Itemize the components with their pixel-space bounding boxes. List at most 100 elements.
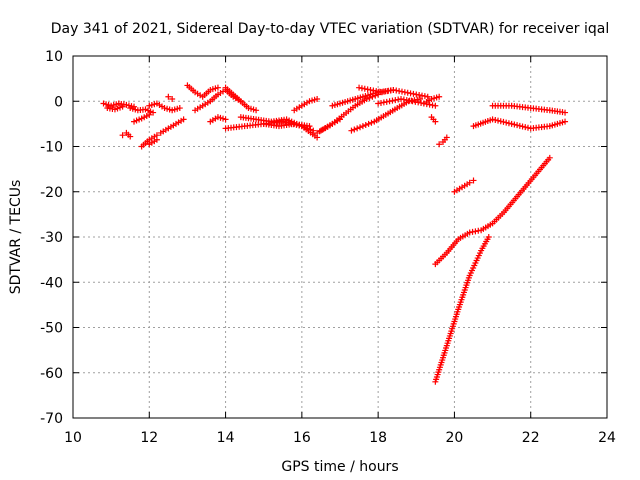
- series-arc-31: [470, 116, 569, 132]
- data-point: [503, 119, 510, 126]
- x-axis-label: GPS time / hours: [281, 459, 398, 475]
- data-point: [119, 103, 126, 110]
- data-point: [348, 127, 355, 134]
- data-point: [466, 179, 473, 186]
- data-point: [150, 109, 157, 116]
- y-axis-label: SDTVAR / TECUs: [8, 180, 24, 295]
- x-tick-labels: 10 12 14 16 18 20 22 24: [64, 430, 616, 446]
- data-point: [524, 124, 531, 131]
- series-arc-26: [428, 114, 439, 125]
- data-point: [368, 119, 375, 126]
- series-arc-30: [432, 234, 492, 385]
- y-tick-label: -50: [40, 321, 63, 337]
- data-point: [417, 95, 424, 102]
- data-point: [511, 121, 518, 128]
- y-tick-label: -70: [40, 411, 63, 427]
- x-tick-label: 16: [293, 430, 311, 446]
- data-point: [362, 122, 369, 129]
- y-tick-label: -20: [40, 185, 63, 201]
- data-point: [470, 177, 477, 184]
- data-point: [127, 133, 134, 140]
- data-point: [516, 122, 523, 129]
- data-point: [489, 116, 496, 123]
- data-point: [562, 118, 569, 125]
- data-point: [180, 116, 187, 123]
- series-arc-25: [420, 93, 443, 107]
- series-arc-13: [207, 114, 229, 125]
- series-arc-24: [375, 95, 439, 109]
- data-point: [432, 118, 439, 125]
- data-point: [351, 126, 358, 133]
- data-point: [424, 93, 431, 100]
- series-arc-21: [329, 86, 397, 109]
- y-tick-label: -30: [40, 230, 63, 246]
- series-arc-20: [317, 91, 382, 134]
- data-point: [508, 120, 515, 127]
- series-arc-10: [165, 93, 176, 102]
- data-point: [146, 111, 153, 118]
- series-arc-4: [127, 105, 157, 116]
- data-point: [436, 93, 443, 100]
- data-point: [497, 118, 504, 125]
- data-point: [306, 123, 313, 130]
- x-tick-label: 22: [522, 430, 540, 446]
- data-point: [443, 134, 450, 141]
- series-arc-3: [119, 129, 134, 140]
- data-point: [495, 117, 502, 124]
- y-tick-label: -10: [40, 140, 63, 156]
- series-arc-14: [222, 84, 260, 114]
- x-tick-label: 14: [217, 430, 235, 446]
- data-point: [505, 120, 512, 127]
- data-point: [357, 124, 364, 131]
- series-arc-8: [146, 136, 160, 148]
- data-point: [222, 116, 229, 123]
- plot-frame: [72, 55, 608, 419]
- y-tick-label: -60: [40, 366, 63, 382]
- data-points: [100, 82, 569, 385]
- data-point: [214, 84, 221, 91]
- data-point: [562, 109, 569, 116]
- data-point: [169, 95, 176, 102]
- x-tick-label: 20: [446, 430, 464, 446]
- series-arc-9: [157, 116, 187, 136]
- x-tick-label: 18: [369, 430, 387, 446]
- y-tick-label: -40: [40, 275, 63, 291]
- x-tick-label: 12: [140, 430, 158, 446]
- series-arc-23: [356, 84, 431, 100]
- series-arc-5: [131, 111, 153, 125]
- series-arc-7: [146, 100, 183, 114]
- chart-title: Day 341 of 2021, Sidereal Day-to-day VTE…: [51, 21, 609, 37]
- data-point: [436, 141, 443, 148]
- data-point: [485, 234, 492, 240]
- data-point: [359, 123, 366, 130]
- data-point: [153, 136, 160, 143]
- data-point: [363, 95, 370, 102]
- data-point: [176, 105, 183, 112]
- series-arc-2: [104, 103, 126, 113]
- data-point: [519, 123, 526, 130]
- data-point: [253, 107, 260, 114]
- x-tick-label: 24: [598, 430, 616, 446]
- data-point: [432, 102, 439, 109]
- x-tick-label: 10: [64, 430, 82, 446]
- data-point: [365, 120, 372, 127]
- data-point: [492, 116, 499, 123]
- y-tick-label: 0: [54, 94, 63, 110]
- data-point: [354, 125, 361, 132]
- series-arc-17: [260, 120, 313, 130]
- data-point: [314, 95, 321, 102]
- data-point: [522, 124, 529, 131]
- data-point: [165, 93, 172, 100]
- series-arc-1: [100, 100, 138, 110]
- data-point: [119, 132, 126, 139]
- series-arc-18: [291, 95, 321, 114]
- data-point: [514, 122, 521, 129]
- series-arc-28: [432, 154, 553, 268]
- series-arc-27: [436, 134, 450, 148]
- series-arc-29: [451, 177, 477, 195]
- series-arc-32: [489, 102, 569, 116]
- data-point: [546, 154, 553, 161]
- data-point: [500, 118, 507, 125]
- y-tick-label: 10: [45, 49, 63, 65]
